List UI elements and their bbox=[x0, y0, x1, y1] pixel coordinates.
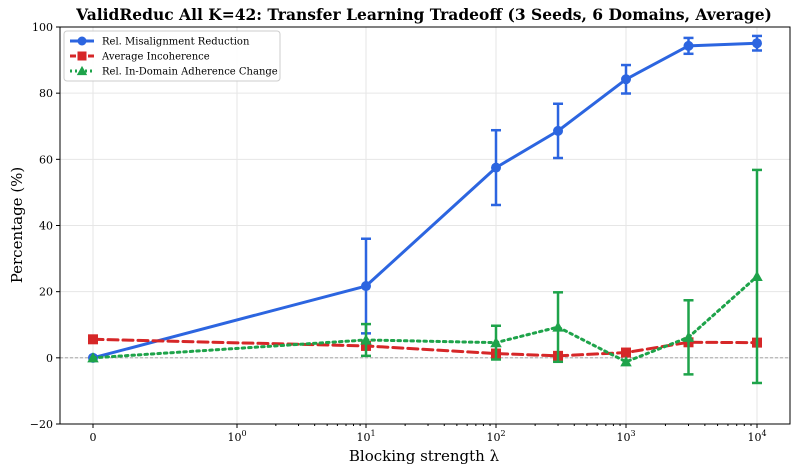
y-tick-label: 0 bbox=[46, 352, 53, 365]
data-point bbox=[88, 334, 98, 345]
y-tick-label: 100 bbox=[32, 21, 53, 34]
data-point bbox=[491, 162, 501, 173]
data-point bbox=[751, 270, 763, 282]
data-point bbox=[620, 356, 632, 367]
data-point bbox=[552, 321, 564, 332]
y-tick-label: 20 bbox=[39, 286, 53, 299]
data-point bbox=[553, 125, 564, 136]
data-point bbox=[490, 336, 502, 348]
chart-title: ValidReduc All K=42: Transfer Learning T… bbox=[75, 5, 772, 24]
x-tick-label: 102 bbox=[486, 429, 505, 444]
data-point bbox=[752, 38, 762, 49]
y-tick-label: 80 bbox=[39, 87, 53, 100]
series-rel-in-domain-adherence-change bbox=[87, 168, 763, 385]
data-point bbox=[621, 74, 631, 85]
series-line bbox=[91, 41, 759, 360]
legend-marker bbox=[77, 51, 87, 61]
data-point bbox=[361, 281, 371, 292]
legend-label: Rel. In-Domain Adherence Change bbox=[102, 67, 278, 78]
legend-marker bbox=[77, 36, 87, 46]
x-tick-label: 101 bbox=[356, 429, 375, 444]
y-tick-label: 60 bbox=[39, 153, 53, 166]
legend-box bbox=[63, 30, 281, 82]
x-tick-label: 103 bbox=[616, 429, 635, 444]
tick-layer: 0 100 101 102 103 104 −20 0 20 40 60 80 100 bbox=[30, 21, 767, 444]
x-tick-label: 0 bbox=[90, 431, 97, 444]
y-tick-label: 40 bbox=[39, 220, 53, 233]
data-point bbox=[621, 347, 631, 358]
grid-layer bbox=[60, 26, 790, 425]
legend-label: Rel. Misalignment Reduction bbox=[102, 37, 250, 48]
series-layer bbox=[87, 34, 763, 385]
data-point bbox=[360, 334, 372, 345]
x-tick-label: 100 bbox=[227, 429, 246, 444]
y-axis-label: Percentage (%) bbox=[8, 167, 26, 284]
legend: Rel. Misalignment Reduction Average Incoh… bbox=[63, 30, 281, 82]
data-point bbox=[682, 331, 695, 342]
legend-label: Average Incoherence bbox=[101, 52, 210, 63]
series-rel-misalignment-reduction bbox=[88, 34, 762, 363]
x-tick-label: 104 bbox=[747, 429, 766, 444]
data-point bbox=[87, 352, 99, 363]
data-point bbox=[683, 40, 694, 51]
legend-marker bbox=[76, 65, 88, 76]
y-tick-label: −20 bbox=[30, 418, 53, 431]
x-axis-label: Blocking strength λ bbox=[349, 447, 500, 465]
